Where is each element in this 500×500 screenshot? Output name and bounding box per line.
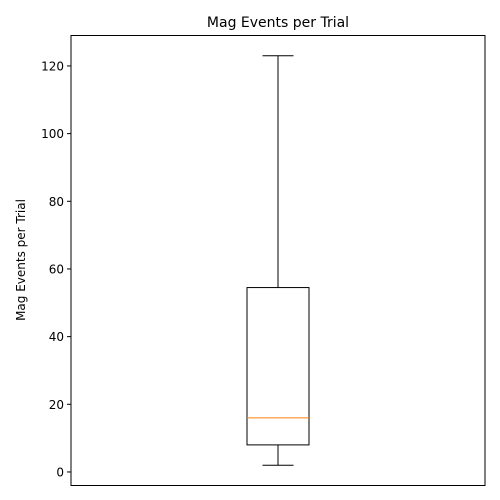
chart-title: Mag Events per Trial <box>207 15 349 31</box>
y-axis-label: Mag Events per Trial <box>14 199 28 321</box>
y-tick-label: 40 <box>49 330 64 344</box>
y-tick-label: 100 <box>41 127 64 141</box>
y-axis-ticks: 0 20 40 60 80 100 120 <box>41 59 71 479</box>
y-tick-label: 60 <box>49 262 64 276</box>
plot-area-frame <box>70 35 486 486</box>
y-tick-label: 0 <box>56 465 64 479</box>
y-tick-label: 120 <box>41 59 64 73</box>
box-series <box>246 55 310 466</box>
y-tick-label: 80 <box>49 195 64 209</box>
interquartile-box <box>246 287 310 446</box>
y-tick-label: 20 <box>49 398 64 412</box>
